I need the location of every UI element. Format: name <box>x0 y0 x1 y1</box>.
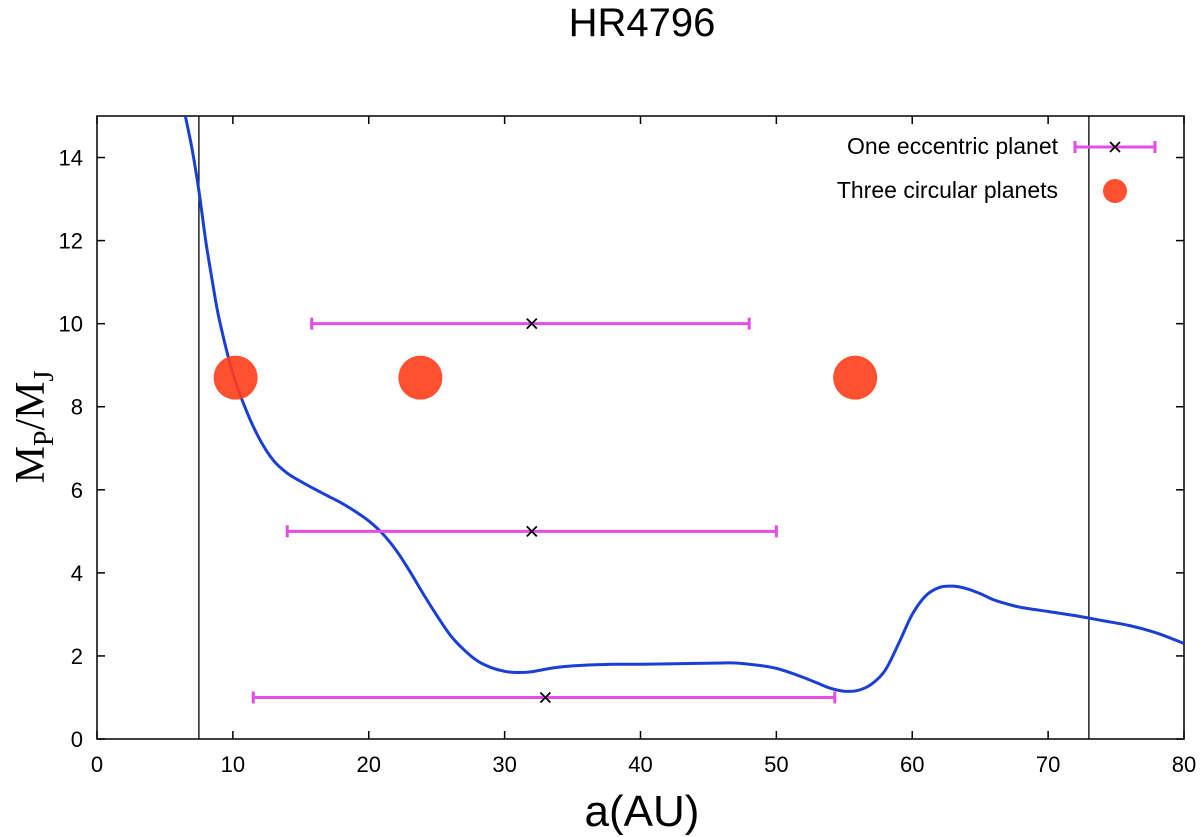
errorbar-layer <box>251 317 837 704</box>
plot-frame <box>96 115 1185 740</box>
x-tick-label: 70 <box>1036 752 1060 777</box>
x-tick-label: 10 <box>221 752 245 777</box>
x-tick-label: 60 <box>900 752 924 777</box>
planet-circle <box>398 355 443 400</box>
legend: One eccentric planet Three circular plan… <box>837 133 1157 203</box>
planet-circle <box>833 355 878 400</box>
chart-title: HR4796 <box>569 1 716 45</box>
x-axis-label: a(AU) <box>585 787 700 836</box>
y-tick-label: 4 <box>71 561 83 586</box>
plot-area <box>96 115 1185 740</box>
x-tick-label: 0 <box>91 752 103 777</box>
legend-item-circular: Three circular planets <box>837 177 1127 203</box>
y-tick-label: 2 <box>71 644 83 669</box>
x-tick-label: 50 <box>764 752 788 777</box>
y-tick-label: 10 <box>59 312 83 337</box>
x-tick-label: 30 <box>492 752 516 777</box>
y-label-sub2: J <box>29 370 60 381</box>
y-tick-label: 6 <box>71 478 83 503</box>
curve-layer <box>183 116 1184 693</box>
y-axis-label: MP/MJ <box>8 370 60 483</box>
y-tick-label: 14 <box>59 146 83 171</box>
x-tick-label: 80 <box>1172 752 1196 777</box>
legend-item-eccentric: One eccentric planet <box>847 133 1157 159</box>
legend-label-eccentric: One eccentric planet <box>847 133 1059 159</box>
legend-label-circular: Three circular planets <box>837 177 1058 203</box>
y-tick-label: 12 <box>59 229 83 254</box>
curve-line <box>183 116 1184 693</box>
y-tick-label: 8 <box>71 395 83 420</box>
y-ticks: 0 2 4 6 8 10 12 14 <box>59 146 1184 752</box>
x-tick-label: 20 <box>357 752 381 777</box>
x-ticks: 0 10 20 30 40 50 60 70 80 <box>91 116 1196 777</box>
errorbar-point <box>539 691 552 704</box>
errorbar-point <box>526 318 538 330</box>
legend-marker-eccentric <box>1073 141 1157 153</box>
legend-errorbar-point <box>1109 141 1121 153</box>
y-label-sub1: P <box>29 430 60 446</box>
legend-marker-circular <box>1103 179 1127 203</box>
legend-circle <box>1103 179 1127 203</box>
planet-circle <box>213 355 258 400</box>
y-label-main: M <box>8 446 54 483</box>
vertical-lines <box>198 116 1090 739</box>
y-tick-label: 0 <box>71 727 83 752</box>
circle-layer <box>213 355 878 400</box>
errorbar-point <box>526 525 538 537</box>
y-label-mid: /M <box>8 381 54 430</box>
x-tick-label: 40 <box>628 752 652 777</box>
